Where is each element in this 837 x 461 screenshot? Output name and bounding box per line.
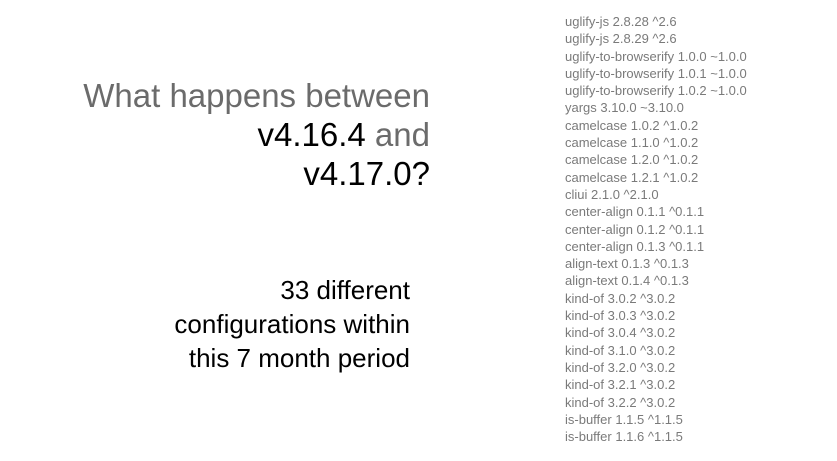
dependency-item: kind-of 3.2.0 ^3.0.2 <box>565 359 676 375</box>
headline-line-1: What happens between <box>83 77 430 114</box>
subtext-line-3: this 7 month period <box>188 343 410 373</box>
dependency-item: kind-of 3.1.0 ^3.0.2 <box>565 342 676 358</box>
dependency-item: kind-of 3.0.3 ^3.0.2 <box>565 308 676 324</box>
dependency-item: uglify-to-browserify 1.0.1 ~1.0.0 <box>565 65 747 81</box>
dependency-item: align-text 0.1.4 ^0.1.3 <box>565 273 689 289</box>
slide-headline: What happens between v4.16.4 and v4.17.0… <box>10 76 430 193</box>
dependency-item: uglify-js 2.8.28 ^2.6 <box>565 14 677 29</box>
dependency-item: is-buffer 1.1.6 ^1.1.5 <box>565 429 683 445</box>
dependency-item: yargs 3.10.0 ~3.10.0 <box>565 100 684 116</box>
dependency-item: camelcase 1.0.2 ^1.0.2 <box>565 117 699 133</box>
headline-line-2: v4.16.4 and <box>10 115 430 154</box>
dependency-item: uglify-to-browserify 1.0.0 ~1.0.0 <box>565 48 747 64</box>
headline-version-from: v4.16.4 <box>257 116 366 153</box>
headline-version-to: v4.17.0? <box>303 155 430 192</box>
dependency-item: cliui 2.1.0 ^2.1.0 <box>565 186 659 202</box>
dependency-item: is-buffer 1.1.5 ^1.1.5 <box>565 411 683 427</box>
dependency-item: kind-of 3.0.2 ^3.0.2 <box>565 290 676 306</box>
dependency-item: center-align 0.1.1 ^0.1.1 <box>565 204 705 220</box>
dependency-version-list: uglify-js 2.8.28 ^2.6 uglify-js 2.8.29 ^2… <box>565 13 747 445</box>
dependency-item: center-align 0.1.2 ^0.1.1 <box>565 221 705 237</box>
dependency-item: camelcase 1.2.0 ^1.0.2 <box>565 152 699 168</box>
dependency-item: uglify-to-browserify 1.0.2 ~1.0.0 <box>565 83 747 99</box>
subtext-line-2: configurations within <box>174 309 410 339</box>
dependency-item: center-align 0.1.3 ^0.1.1 <box>565 238 705 254</box>
dependency-item: kind-of 3.2.1 ^3.0.2 <box>565 377 676 393</box>
dependency-item: align-text 0.1.3 ^0.1.3 <box>565 256 689 272</box>
slide-subtext: 33 different configurations within this … <box>10 273 410 375</box>
dependency-item: kind-of 3.2.2 ^3.0.2 <box>565 394 676 410</box>
dependency-item: camelcase 1.2.1 ^1.0.2 <box>565 169 699 185</box>
dependency-item: kind-of 3.0.4 ^3.0.2 <box>565 325 676 341</box>
dependency-item: uglify-js 2.8.29 ^2.6 <box>565 31 677 47</box>
dependency-item: camelcase 1.1.0 ^1.0.2 <box>565 135 699 151</box>
headline-and: and <box>365 116 430 153</box>
subtext-line-1: 33 different <box>280 275 410 305</box>
